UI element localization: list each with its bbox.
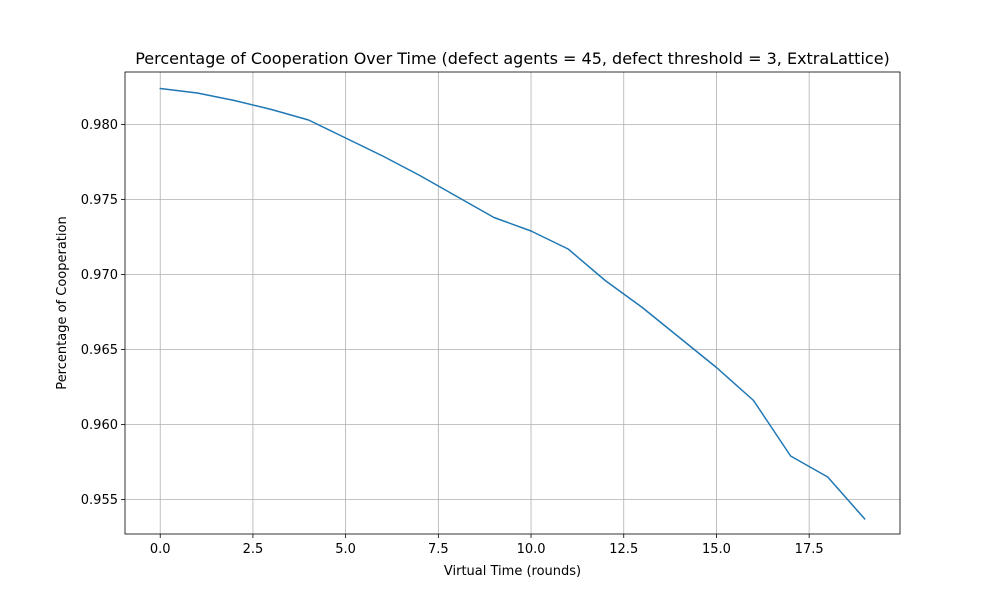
plot-frame: [124, 71, 901, 535]
x-tick-label: 2.5: [243, 542, 264, 557]
y-tick-label: 0.975: [81, 193, 118, 208]
series-layer: [159, 87, 866, 520]
x-tick-label: 12.5: [609, 542, 638, 557]
horizontal-gridlines: [125, 124, 900, 500]
x-tick-label: 0.0: [150, 542, 171, 557]
x-tick-label: 15.0: [702, 542, 731, 557]
y-axis-ticks: 0.955 0.960 0.965 0.970 0.975 0.980: [81, 118, 125, 508]
y-axis-label: Percentage of Cooperation: [55, 216, 70, 389]
y-tick-label: 0.980: [81, 118, 118, 133]
x-axis-ticks: 0.0 2.5 5.0 7.5 10.0 12.5 15.0 17.5: [150, 534, 824, 557]
chart-title: Percentage of Cooperation Over Time (def…: [135, 49, 890, 68]
y-tick-label: 0.955: [81, 493, 118, 508]
y-tick-label: 0.965: [81, 343, 118, 358]
y-tick-label: 0.960: [81, 418, 118, 433]
vertical-gridlines: [159, 72, 810, 534]
series-line: [159, 87, 866, 520]
x-axis-label: Virtual Time (rounds): [444, 564, 581, 579]
x-tick-label: 17.5: [795, 542, 824, 557]
x-tick-label: 10.0: [517, 542, 546, 557]
y-tick-label: 0.970: [81, 268, 118, 283]
x-tick-label: 7.5: [428, 542, 449, 557]
x-tick-label: 5.0: [335, 542, 356, 557]
